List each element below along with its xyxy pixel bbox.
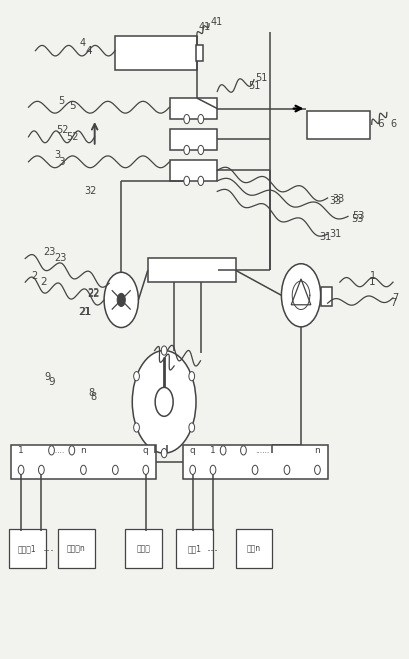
Text: 1: 1 bbox=[209, 445, 215, 455]
Circle shape bbox=[314, 465, 319, 474]
Bar bbox=[235, 529, 272, 567]
Text: 9: 9 bbox=[45, 372, 51, 382]
Text: 53: 53 bbox=[350, 214, 362, 224]
Bar bbox=[320, 287, 331, 306]
Circle shape bbox=[189, 465, 195, 474]
Text: 4: 4 bbox=[85, 45, 92, 55]
Circle shape bbox=[18, 465, 24, 474]
Bar bbox=[170, 160, 217, 181]
Text: 3: 3 bbox=[54, 150, 60, 159]
Text: 31: 31 bbox=[319, 233, 331, 243]
Text: q: q bbox=[189, 445, 195, 455]
Text: 1: 1 bbox=[369, 271, 375, 281]
Bar bbox=[176, 529, 213, 567]
Text: 33: 33 bbox=[331, 194, 344, 204]
Text: 32: 32 bbox=[84, 186, 97, 196]
Text: 22: 22 bbox=[88, 288, 100, 298]
Circle shape bbox=[283, 465, 289, 474]
Circle shape bbox=[252, 465, 257, 474]
Text: 2: 2 bbox=[40, 277, 47, 287]
Circle shape bbox=[198, 115, 203, 124]
Bar bbox=[170, 129, 217, 150]
Circle shape bbox=[161, 346, 166, 355]
Text: ...: ... bbox=[43, 541, 55, 554]
Text: ......: ...... bbox=[254, 445, 269, 455]
Bar bbox=[58, 529, 94, 567]
Circle shape bbox=[198, 176, 203, 185]
Text: 22: 22 bbox=[88, 289, 100, 299]
Circle shape bbox=[69, 445, 74, 455]
Text: 稀释液n: 稀释液n bbox=[67, 544, 85, 553]
Text: 52: 52 bbox=[66, 132, 78, 142]
Text: 21: 21 bbox=[79, 306, 91, 317]
Text: 样品1: 样品1 bbox=[187, 544, 201, 553]
Text: q: q bbox=[143, 445, 148, 455]
Circle shape bbox=[220, 445, 225, 455]
Circle shape bbox=[281, 264, 320, 327]
Text: n: n bbox=[314, 445, 319, 455]
Text: 8: 8 bbox=[90, 391, 97, 401]
Circle shape bbox=[133, 372, 139, 381]
Circle shape bbox=[240, 445, 246, 455]
Circle shape bbox=[189, 423, 194, 432]
Circle shape bbox=[183, 146, 189, 155]
Circle shape bbox=[143, 465, 148, 474]
Text: 23: 23 bbox=[43, 247, 56, 257]
Text: 稀释液1: 稀释液1 bbox=[18, 544, 36, 553]
Bar bbox=[9, 529, 45, 567]
Bar bbox=[306, 111, 370, 139]
Text: 53: 53 bbox=[352, 212, 364, 221]
Bar bbox=[196, 45, 203, 61]
Text: ...: ... bbox=[206, 541, 218, 554]
Text: 6: 6 bbox=[376, 119, 383, 129]
Text: 4: 4 bbox=[79, 38, 85, 49]
Text: 3: 3 bbox=[58, 157, 64, 167]
Text: 清洗液: 清洗液 bbox=[137, 544, 150, 553]
Bar bbox=[125, 529, 162, 567]
Circle shape bbox=[133, 423, 139, 432]
Circle shape bbox=[49, 445, 54, 455]
Text: 51: 51 bbox=[254, 73, 267, 83]
Circle shape bbox=[112, 465, 118, 474]
Circle shape bbox=[183, 176, 189, 185]
Bar bbox=[147, 258, 235, 282]
Bar bbox=[170, 98, 217, 119]
Circle shape bbox=[189, 372, 194, 381]
Text: n: n bbox=[80, 445, 86, 455]
Circle shape bbox=[81, 465, 86, 474]
Text: 5: 5 bbox=[69, 101, 75, 111]
Circle shape bbox=[104, 272, 138, 328]
Text: 1: 1 bbox=[369, 277, 375, 287]
Text: 8: 8 bbox=[88, 388, 94, 398]
Bar bbox=[11, 445, 155, 480]
Circle shape bbox=[38, 465, 44, 474]
Text: 9: 9 bbox=[48, 377, 55, 387]
Bar bbox=[115, 36, 196, 70]
Text: 2: 2 bbox=[31, 271, 37, 281]
Text: 23: 23 bbox=[54, 254, 66, 264]
Text: 33: 33 bbox=[328, 196, 340, 206]
Text: 1: 1 bbox=[18, 445, 24, 455]
Circle shape bbox=[161, 449, 166, 458]
Circle shape bbox=[132, 351, 196, 453]
Circle shape bbox=[210, 465, 215, 474]
Text: 7: 7 bbox=[391, 293, 397, 303]
Text: 5: 5 bbox=[58, 96, 64, 105]
Text: 7: 7 bbox=[389, 298, 395, 308]
Text: 31: 31 bbox=[329, 229, 341, 239]
Text: 6: 6 bbox=[390, 119, 396, 129]
Circle shape bbox=[117, 293, 125, 306]
Text: 51: 51 bbox=[247, 81, 260, 91]
Text: ......: ...... bbox=[50, 445, 64, 455]
Text: 21: 21 bbox=[79, 306, 92, 317]
Circle shape bbox=[183, 115, 189, 124]
Text: 52: 52 bbox=[56, 125, 69, 135]
Circle shape bbox=[198, 146, 203, 155]
Text: 41: 41 bbox=[198, 22, 211, 32]
Bar bbox=[182, 445, 327, 480]
Text: 41: 41 bbox=[210, 16, 222, 27]
Text: 样品n: 样品n bbox=[246, 544, 261, 553]
Circle shape bbox=[155, 387, 173, 416]
